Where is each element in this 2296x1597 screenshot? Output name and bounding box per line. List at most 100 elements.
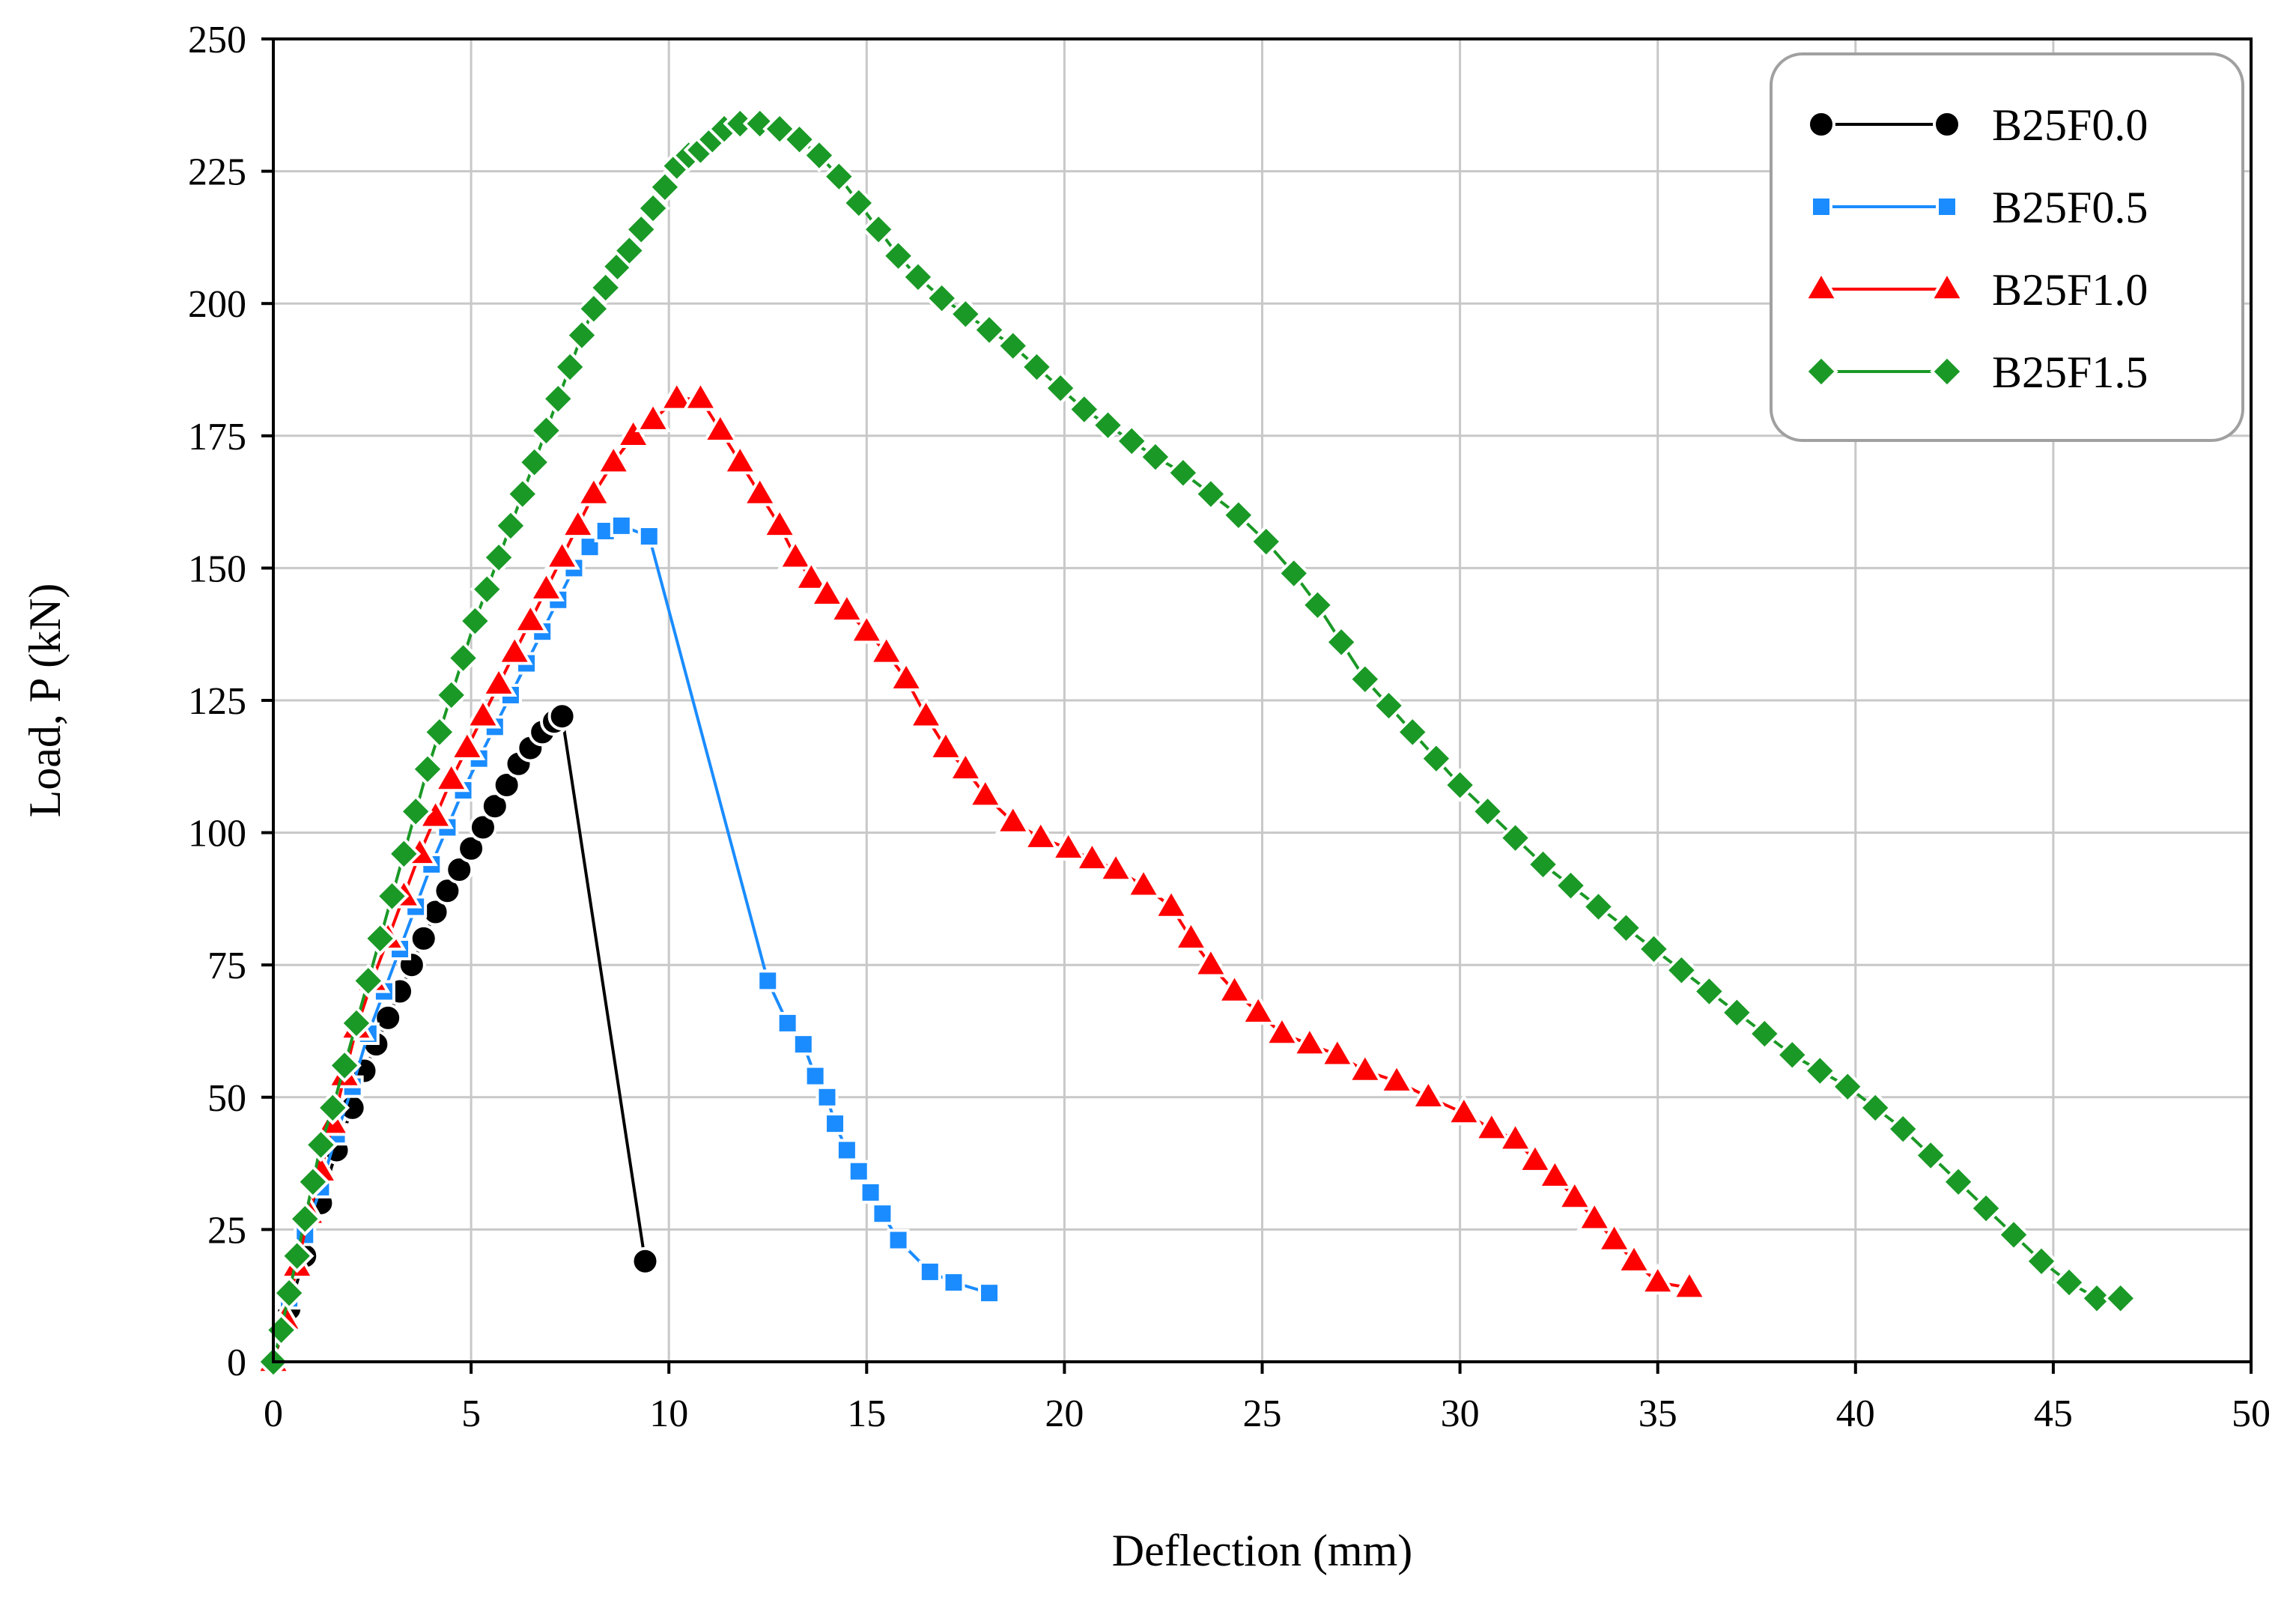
data-point: [1066, 392, 1102, 427]
x-tick-label: 0: [264, 1393, 283, 1435]
legend-marker: [1933, 110, 1961, 139]
data-point: [1090, 407, 1126, 443]
series-B25F1.5: [256, 106, 2138, 1379]
data-point: [445, 855, 474, 885]
x-tick-label: 20: [1045, 1393, 1084, 1435]
data-point: [978, 1282, 1001, 1305]
data-point: [1639, 1263, 1677, 1295]
data-point: [1019, 350, 1054, 384]
x-axis-title: Deflection (mm): [1112, 1526, 1413, 1575]
legend-marker: [1803, 270, 1840, 302]
data-point: [1609, 910, 1644, 945]
data-point: [1114, 424, 1149, 458]
data-point: [433, 876, 462, 906]
y-tick-label: 100: [188, 813, 246, 855]
y-tick-label: 75: [207, 945, 246, 987]
data-point: [1664, 953, 1699, 988]
data-point: [792, 1033, 815, 1056]
data-point: [1378, 1061, 1415, 1094]
data-point: [1216, 972, 1253, 1004]
data-point: [1173, 919, 1209, 951]
data-point: [2052, 1265, 2086, 1300]
data-point: [1074, 840, 1111, 872]
data-point: [1248, 524, 1284, 559]
data-point: [841, 186, 876, 220]
data-point: [1596, 1220, 1633, 1252]
data-point: [492, 771, 521, 800]
y-tick-label: 0: [227, 1342, 246, 1384]
data-point: [350, 963, 386, 998]
data-point: [792, 559, 830, 591]
data-point: [422, 715, 457, 750]
data-point: [496, 633, 533, 665]
legend-item: B25F0.0: [1807, 100, 2148, 150]
data-point: [901, 260, 935, 294]
data-point: [658, 379, 696, 411]
data-point: [410, 752, 445, 787]
data-point: [1996, 1217, 2031, 1252]
legend-label: B25F0.5: [1992, 183, 2148, 232]
data-point: [824, 1112, 847, 1136]
data-point: [848, 612, 885, 644]
x-tick-label: 25: [1243, 1393, 1282, 1435]
data-point: [398, 794, 433, 829]
data-point: [948, 297, 983, 332]
data-point: [559, 506, 597, 539]
y-tick-label: 250: [188, 19, 246, 61]
data-point: [682, 379, 719, 411]
legend-marker: [1810, 196, 1832, 218]
data-point: [1470, 794, 1505, 829]
data-point: [1830, 1069, 1865, 1104]
data-point: [511, 601, 549, 634]
data-point: [908, 697, 944, 729]
data-point: [1719, 995, 1755, 1030]
data-point: [887, 659, 925, 691]
data-point: [1941, 1164, 1975, 1199]
legend-label: B25F1.0: [1992, 265, 2148, 315]
data-point: [828, 591, 866, 623]
data-point: [434, 678, 469, 712]
legend-item: B25F1.0: [1803, 265, 2148, 315]
legend-label: B25F1.5: [1992, 348, 2148, 397]
data-point: [777, 538, 814, 570]
data-point: [1775, 1037, 1810, 1073]
data-point: [742, 106, 777, 141]
data-point: [575, 474, 613, 506]
data-point: [967, 776, 1004, 808]
data-point: [1803, 1053, 1838, 1088]
data-point: [1553, 868, 1588, 903]
data-point: [636, 191, 670, 225]
data-point: [802, 138, 836, 173]
data-point: [1442, 768, 1477, 802]
series-B25F0.0: [259, 702, 660, 1376]
data-point: [1525, 847, 1561, 882]
data-point: [505, 476, 540, 512]
data-point: [637, 525, 660, 548]
data-point: [648, 169, 682, 204]
data-point: [1497, 1120, 1534, 1152]
data-point: [1291, 1025, 1328, 1057]
data-point: [1371, 688, 1406, 723]
data-point: [468, 813, 497, 842]
data-point: [1445, 1094, 1483, 1126]
data-point: [1576, 1199, 1613, 1231]
data-point: [1050, 828, 1087, 861]
data-point: [776, 1011, 799, 1034]
data-point: [577, 291, 611, 327]
data-point: [493, 509, 528, 543]
data-point: [942, 1271, 965, 1294]
data-point: [809, 575, 845, 607]
data-point: [1419, 741, 1454, 776]
data-point: [1346, 1051, 1384, 1083]
data-point: [1319, 1035, 1356, 1067]
legend-item: B25F0.5: [1810, 183, 2148, 232]
data-point: [529, 413, 564, 448]
data-point: [634, 400, 672, 432]
data-point: [1022, 818, 1060, 850]
data-point: [295, 1164, 330, 1199]
series-B25F1.0: [255, 379, 1708, 1375]
data-point: [871, 1202, 894, 1225]
data-point: [1671, 1268, 1708, 1300]
legend: B25F0.0 B25F0.5 B25F1.0 B25F1.5: [1770, 52, 2244, 442]
